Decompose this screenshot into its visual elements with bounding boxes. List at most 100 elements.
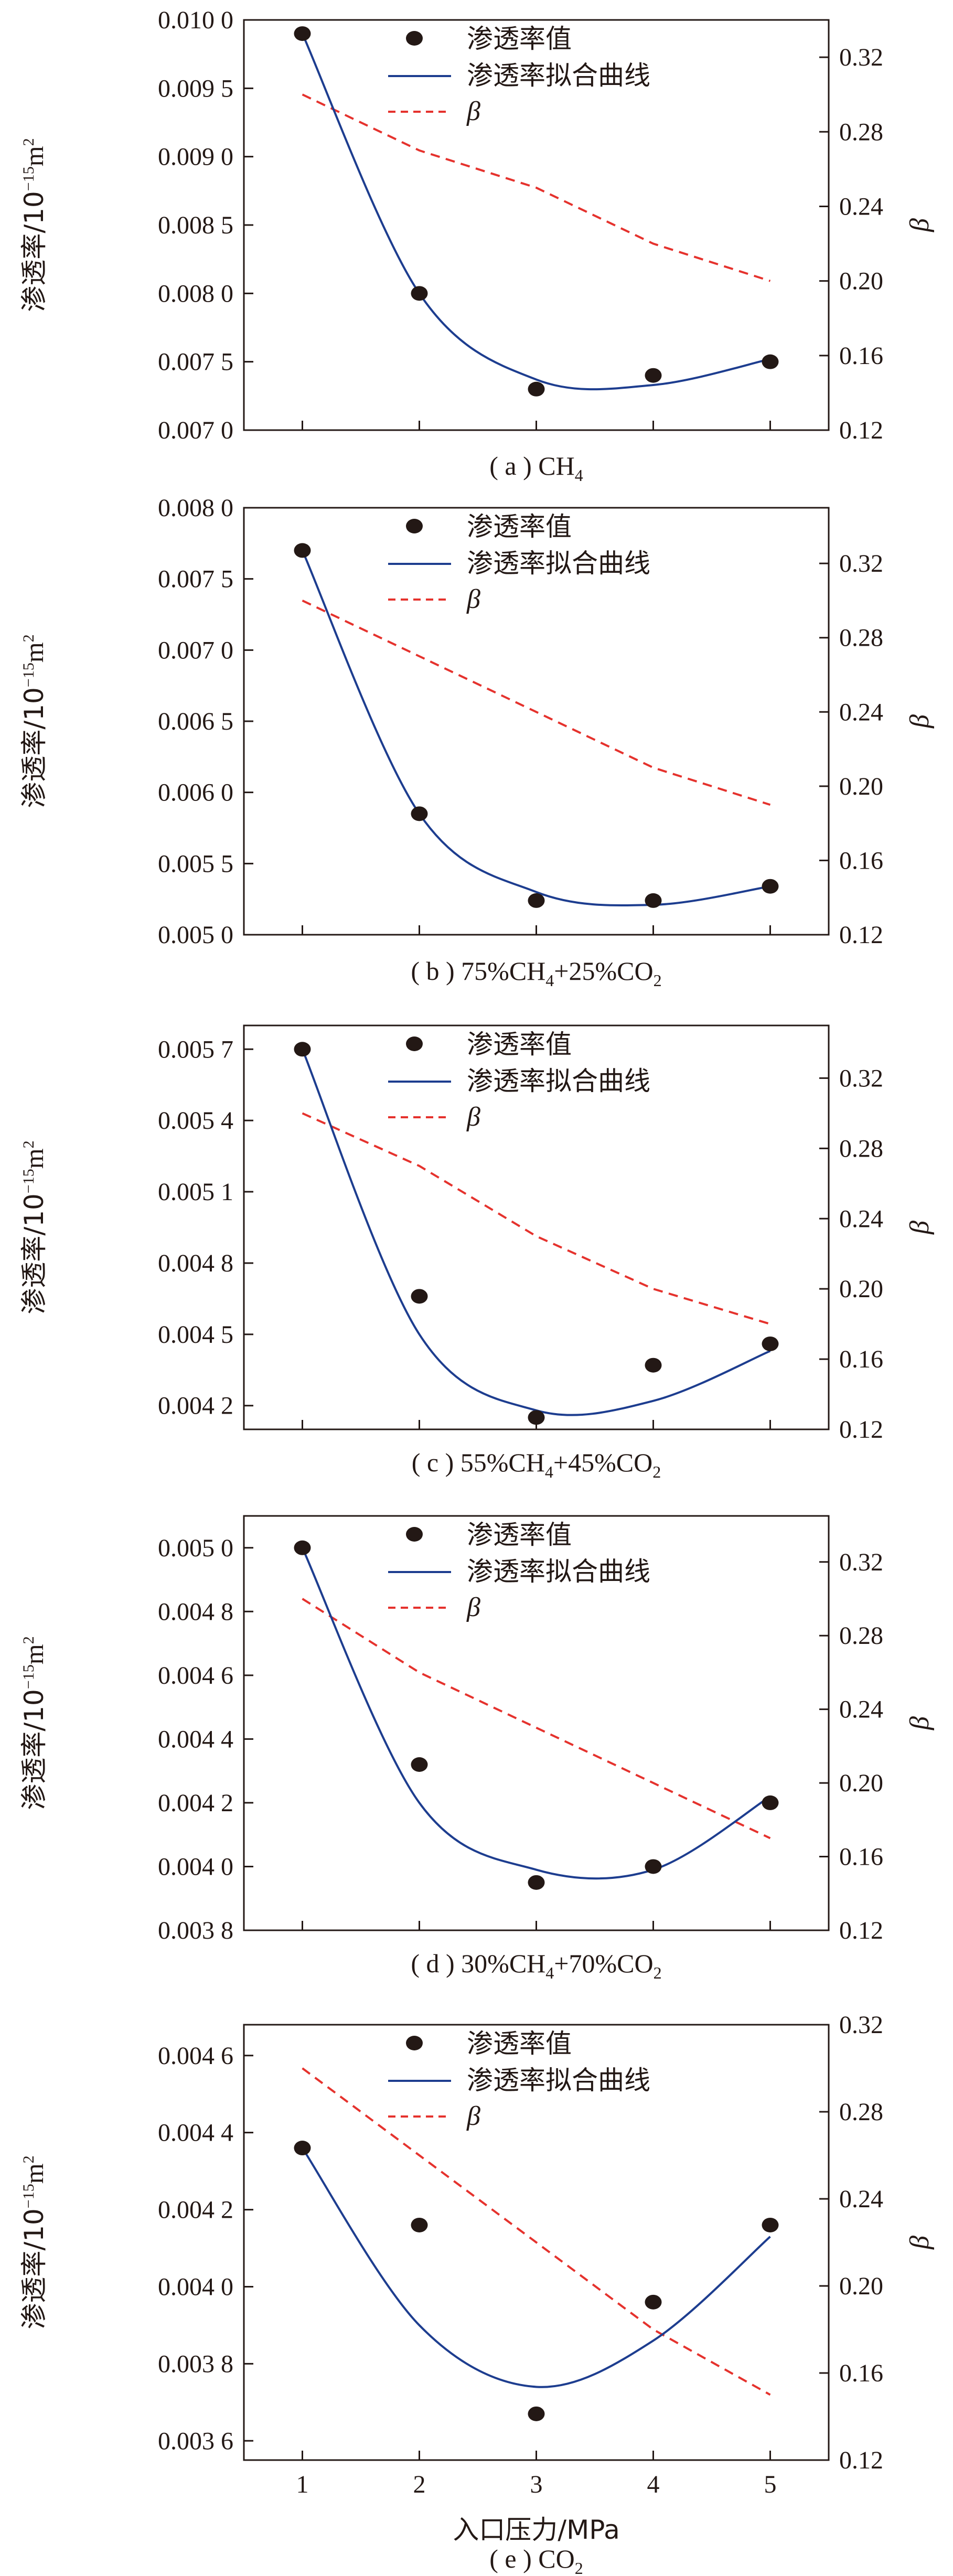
y2-tick-label: 0.32 bbox=[839, 2011, 883, 2039]
data-point bbox=[294, 2141, 311, 2156]
legend-label-fit: 渗透率拟合曲线 bbox=[467, 60, 650, 91]
y-tick-label: 0.004 2 bbox=[158, 2196, 233, 2224]
x-tick-label: 2 bbox=[413, 2471, 426, 2498]
y-tick-label: 0.004 6 bbox=[158, 1662, 233, 1690]
data-point bbox=[294, 26, 311, 41]
y-tick-label: 0.009 0 bbox=[158, 143, 233, 171]
y2-tick-label: 0.16 bbox=[839, 1843, 883, 1871]
y-tick-label: 0.004 0 bbox=[158, 2273, 233, 2301]
y-axis-label: 渗透率/10−15m2 bbox=[19, 1636, 49, 1810]
y2-tick-label: 0.28 bbox=[839, 2098, 883, 2126]
y2-tick-label: 0.20 bbox=[839, 2272, 883, 2300]
y2-tick-label: 0.32 bbox=[839, 550, 883, 578]
chart-panel-4: 0.003 8 0.004 0 0.004 2 0.004 4 0.004 6 0.004… bbox=[19, 1515, 935, 1982]
y-tick-label: 0.005 0 bbox=[158, 1534, 233, 1562]
data-point bbox=[294, 543, 311, 558]
y2-tick-label: 0.24 bbox=[839, 698, 883, 726]
beta-line bbox=[302, 2067, 771, 2396]
y2-tick-label: 0.16 bbox=[839, 1345, 883, 1373]
data-point bbox=[645, 893, 662, 908]
y2-tick-label: 0.20 bbox=[839, 1275, 883, 1303]
y2-tick-label: 0.20 bbox=[839, 1769, 883, 1797]
y2-tick-label: 0.28 bbox=[839, 118, 883, 146]
y2-tick-label: 0.20 bbox=[839, 268, 883, 295]
y-axis-label: 渗透率/10−15m2 bbox=[19, 138, 49, 312]
y-tick-label: 0.004 2 bbox=[158, 1392, 233, 1420]
legend-label-beta: β bbox=[466, 1592, 480, 1622]
y-tick-label: 0.010 0 bbox=[158, 6, 233, 34]
legend-marker-points bbox=[406, 2036, 423, 2050]
panel-caption: ( b ) 75%CH4+25%CO2 bbox=[411, 956, 661, 990]
y2-axis-label: β bbox=[905, 2236, 935, 2250]
data-point bbox=[762, 879, 779, 894]
data-point bbox=[411, 806, 428, 821]
legend-label-fit: 渗透率拟合曲线 bbox=[467, 548, 650, 579]
y2-tick-label: 0.12 bbox=[839, 1416, 883, 1444]
panel-caption: ( a ) CH4 bbox=[489, 451, 583, 485]
y2-tick-label: 0.12 bbox=[839, 921, 883, 949]
y-tick-label: 0.004 4 bbox=[158, 2119, 233, 2147]
legend-label-beta: β bbox=[466, 584, 480, 614]
y-tick-label: 0.008 0 bbox=[158, 494, 233, 522]
legend-marker-points bbox=[406, 1036, 423, 1051]
y-axis-label: 渗透率/10−15m2 bbox=[19, 634, 49, 808]
data-point bbox=[294, 1540, 311, 1555]
data-point bbox=[528, 1875, 545, 1890]
fit-curve bbox=[301, 1547, 771, 1880]
beta-line bbox=[302, 93, 771, 282]
y2-tick-label: 0.12 bbox=[839, 1917, 883, 1944]
legend-label-fit: 渗透率拟合曲线 bbox=[467, 2065, 650, 2096]
y-tick-label: 0.004 4 bbox=[158, 1725, 233, 1753]
y-tick-label: 0.004 2 bbox=[158, 1789, 233, 1817]
legend-label-points: 渗透率值 bbox=[467, 1029, 572, 1060]
y-tick-label: 0.006 0 bbox=[158, 779, 233, 807]
y-tick-label: 0.005 5 bbox=[158, 850, 233, 878]
beta-line bbox=[302, 1598, 771, 1840]
y2-tick-label: 0.12 bbox=[839, 416, 883, 444]
y2-tick-label: 0.24 bbox=[839, 1696, 883, 1724]
y2-tick-label: 0.24 bbox=[839, 1205, 883, 1233]
legend-marker-points bbox=[406, 1527, 423, 1542]
data-point bbox=[528, 1410, 545, 1425]
panel-caption: ( c ) 55%CH4+45%CO2 bbox=[412, 1448, 661, 1481]
data-point bbox=[411, 1757, 428, 1772]
y2-axis-label: β bbox=[905, 1221, 935, 1235]
data-point bbox=[645, 2294, 662, 2310]
fit-curve bbox=[301, 550, 770, 907]
chart-panel-3: 0.004 2 0.004 5 0.004 8 0.005 1 0.005 4 0.005… bbox=[19, 1024, 935, 1481]
y-tick-label: 0.004 8 bbox=[158, 1598, 233, 1626]
y-tick-label: 0.005 7 bbox=[158, 1035, 233, 1063]
x-tick-label: 5 bbox=[764, 2471, 777, 2498]
y2-axis-label: β bbox=[905, 714, 935, 729]
y2-axis-label: β bbox=[905, 218, 935, 232]
legend-label-points: 渗透率值 bbox=[467, 24, 572, 54]
y2-tick-label: 0.12 bbox=[839, 2446, 883, 2474]
y2-tick-label: 0.16 bbox=[839, 847, 883, 874]
legend-label-points: 渗透率值 bbox=[467, 1520, 572, 1550]
data-point bbox=[411, 2217, 428, 2232]
legend-label-points: 渗透率值 bbox=[467, 2028, 572, 2059]
data-point bbox=[762, 2217, 779, 2232]
data-point bbox=[645, 1358, 662, 1373]
y2-tick-label: 0.20 bbox=[839, 773, 883, 800]
x-tick-label: 3 bbox=[530, 2471, 543, 2498]
y-tick-label: 0.004 8 bbox=[158, 1249, 233, 1277]
legend-marker-points bbox=[406, 31, 423, 46]
panel-caption: ( e ) CO2 bbox=[489, 2544, 583, 2576]
x-axis-label: 入口压力/MPa bbox=[453, 2515, 620, 2545]
y2-tick-label: 0.16 bbox=[839, 342, 883, 370]
data-point bbox=[762, 1795, 779, 1810]
data-point bbox=[528, 893, 545, 908]
y-tick-label: 0.003 8 bbox=[158, 2350, 233, 2378]
y-tick-label: 0.008 0 bbox=[158, 280, 233, 307]
y-tick-label: 0.007 5 bbox=[158, 565, 233, 593]
y2-tick-label: 0.28 bbox=[839, 1622, 883, 1650]
beta-line bbox=[302, 1112, 771, 1326]
legend-label-beta: β bbox=[466, 1102, 480, 1132]
y-tick-label: 0.004 6 bbox=[158, 2042, 233, 2070]
